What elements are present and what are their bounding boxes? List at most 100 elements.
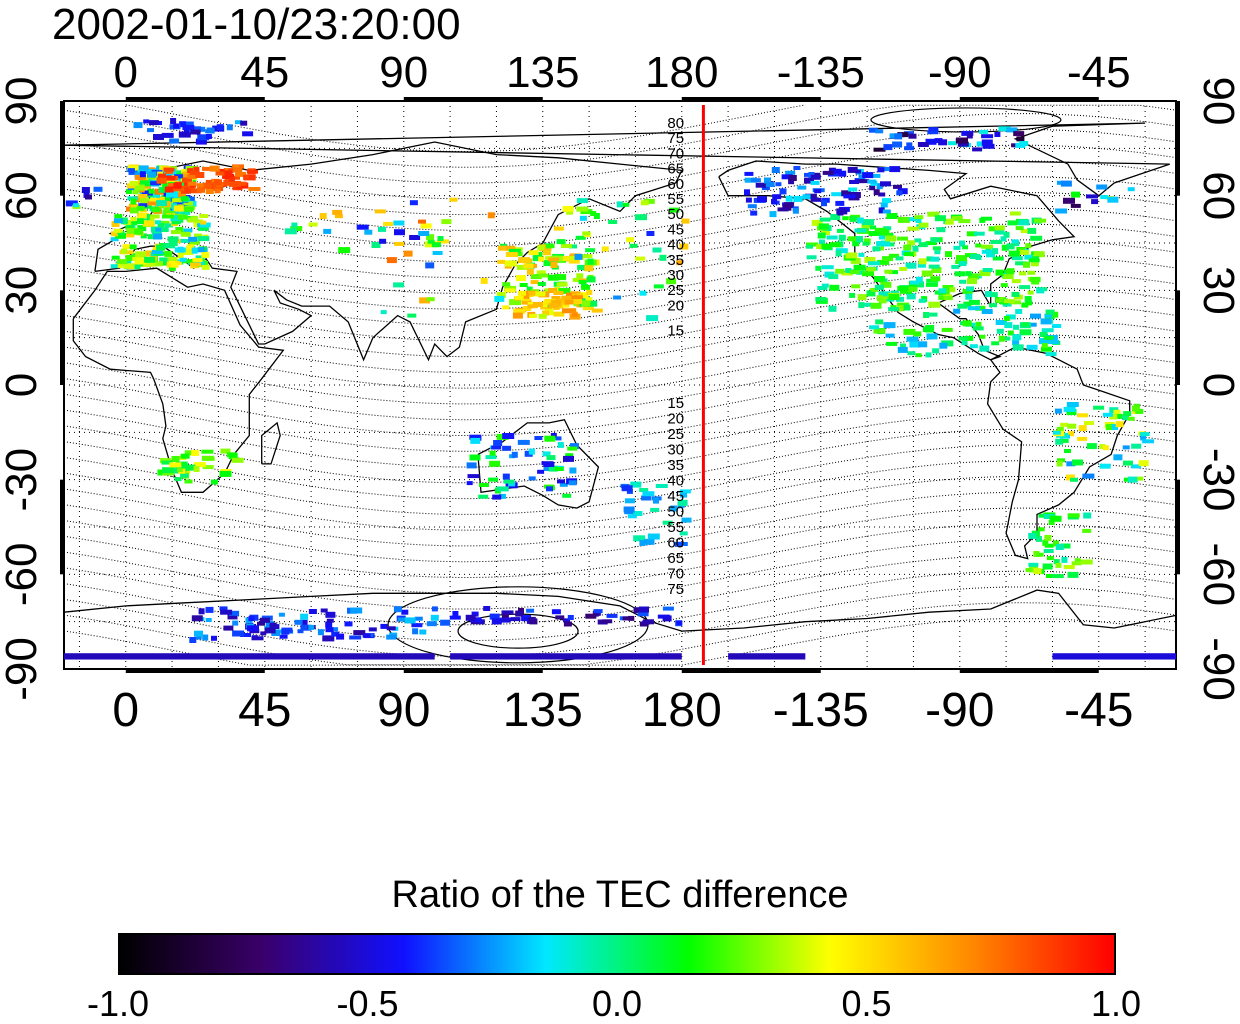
tec-cell: [1077, 413, 1089, 418]
tec-cell: [1068, 431, 1074, 437]
contour-line: [63, 602, 1177, 666]
tec-cell: [491, 445, 502, 450]
colorbar-tick-label: -0.5: [336, 983, 399, 1024]
tec-cell: [1013, 294, 1023, 300]
tec-cell: [223, 625, 234, 631]
tec-cell: [134, 264, 141, 270]
tec-cell: [882, 198, 891, 204]
tec-cell: [938, 139, 948, 146]
tec-cell: [907, 240, 916, 246]
tec-cell: [882, 256, 893, 262]
tec-cell: [876, 241, 885, 247]
tec-cell: [130, 198, 137, 205]
tec-cell: [174, 477, 182, 482]
tec-cell: [558, 287, 571, 294]
contour-label-north: 25: [667, 282, 684, 299]
tec-cell: [125, 189, 132, 194]
tec-cell: [880, 181, 891, 187]
bottom-lon-tick: -135: [773, 684, 869, 737]
tec-cell: [1019, 249, 1029, 255]
tec-cell: [501, 610, 514, 615]
tec-cell: [857, 294, 867, 301]
tec-cell: [150, 181, 162, 186]
tec-cell: [1099, 463, 1111, 469]
tec-cell: [308, 609, 317, 614]
tec-cell: [1007, 220, 1018, 226]
tec-cell: [171, 230, 181, 235]
tec-cell: [862, 271, 874, 277]
tec-cell: [680, 492, 688, 498]
tec-cell: [831, 192, 843, 197]
tec-cell: [113, 218, 123, 224]
tec-cell: [547, 274, 559, 281]
tec-cell: [849, 180, 860, 184]
tec-cell: [553, 291, 564, 295]
tec-cell: [917, 142, 929, 147]
tec-cell: [205, 134, 212, 139]
tec-cell: [992, 248, 999, 255]
tec-cell: [579, 215, 587, 221]
tec-cell: [972, 147, 983, 152]
tec-cell: [932, 246, 941, 251]
tec-cell: [248, 187, 261, 191]
tec-cell: [975, 243, 982, 248]
right-axis-bar: [1175, 479, 1180, 575]
tec-cell: [323, 228, 332, 234]
tec-cell: [1142, 439, 1155, 444]
tec-cell: [184, 479, 193, 484]
tec-cell: [199, 214, 209, 219]
tec-cell: [332, 209, 343, 215]
tec-cell: [526, 608, 535, 613]
contour-label-north: 45: [667, 221, 684, 238]
tec-cell: [771, 199, 777, 204]
tec-cell: [537, 469, 545, 474]
tec-cell: [1000, 336, 1011, 341]
tec-cell: [187, 168, 194, 174]
contour-label-south: 60: [667, 535, 684, 552]
australia-coastline: [477, 418, 600, 509]
colorbar: [118, 933, 1116, 975]
tec-cell: [515, 275, 526, 282]
tec-cell: [804, 177, 814, 184]
tec-cell: [623, 506, 635, 513]
tec-cell: [563, 455, 574, 462]
tec-cell: [523, 263, 534, 269]
tec-cell: [509, 299, 522, 306]
tec-cell: [925, 138, 937, 145]
tec-cell: [325, 621, 333, 628]
tec-cell: [197, 134, 210, 141]
tec-cell: [561, 244, 572, 248]
tec-cell: [426, 234, 435, 241]
tec-cell: [517, 439, 530, 445]
tec-cell: [897, 236, 908, 241]
tec-cell: [630, 481, 642, 488]
tec-cell: [338, 247, 351, 254]
tec-cell: [526, 286, 533, 292]
tec-cell: [1066, 461, 1076, 467]
tec-cell: [613, 295, 622, 300]
tec-cell: [585, 248, 596, 253]
tec-cell: [205, 189, 214, 194]
tec-cell: [757, 196, 767, 203]
tec-cell: [502, 473, 510, 480]
tec-cell: [914, 215, 924, 220]
tec-cell: [991, 341, 1000, 346]
tec-cell: [1055, 438, 1064, 445]
tec-cell: [590, 211, 597, 216]
tec-cell: [1123, 460, 1133, 466]
tec-cell: [878, 192, 886, 197]
top-lon-tick: 90: [379, 48, 428, 97]
tec-cell: [489, 450, 496, 456]
tec-cell: [554, 467, 564, 471]
tec-cell: [1060, 180, 1072, 187]
tec-cell: [802, 194, 811, 200]
tec-cell: [1028, 532, 1037, 539]
tec-cell: [896, 296, 904, 302]
tec-cell: [397, 617, 408, 622]
tec-cell: [569, 467, 577, 474]
tec-cell: [1004, 322, 1013, 329]
tec-cell: [1056, 460, 1063, 467]
left-axis-bar: [60, 290, 65, 385]
left-axis-bar: [60, 101, 65, 196]
tec-cell: [821, 265, 834, 270]
